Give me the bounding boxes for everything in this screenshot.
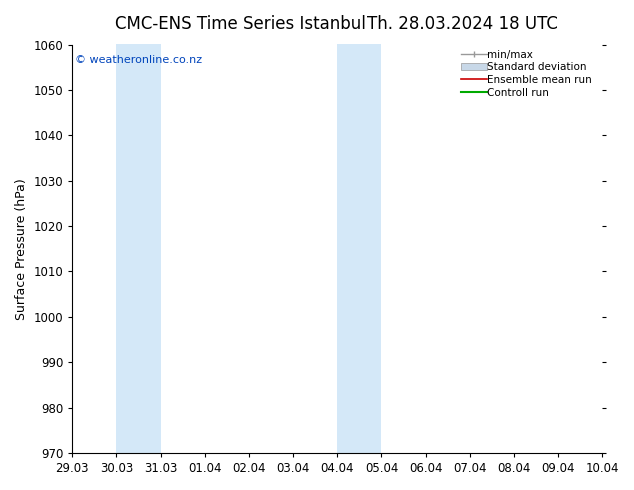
Bar [117, 45, 160, 453]
Text: © weatheronline.co.nz: © weatheronline.co.nz [75, 55, 202, 65]
Legend: min/max, Standard deviation, Ensemble mean run, Controll run: min/max, Standard deviation, Ensemble me… [458, 47, 600, 100]
Text: CMC-ENS Time Series Istanbul: CMC-ENS Time Series Istanbul [115, 15, 366, 33]
Text: Th. 28.03.2024 18 UTC: Th. 28.03.2024 18 UTC [367, 15, 559, 33]
Bar [602, 45, 634, 453]
Y-axis label: Surface Pressure (hPa): Surface Pressure (hPa) [15, 178, 28, 319]
Bar [337, 45, 382, 453]
